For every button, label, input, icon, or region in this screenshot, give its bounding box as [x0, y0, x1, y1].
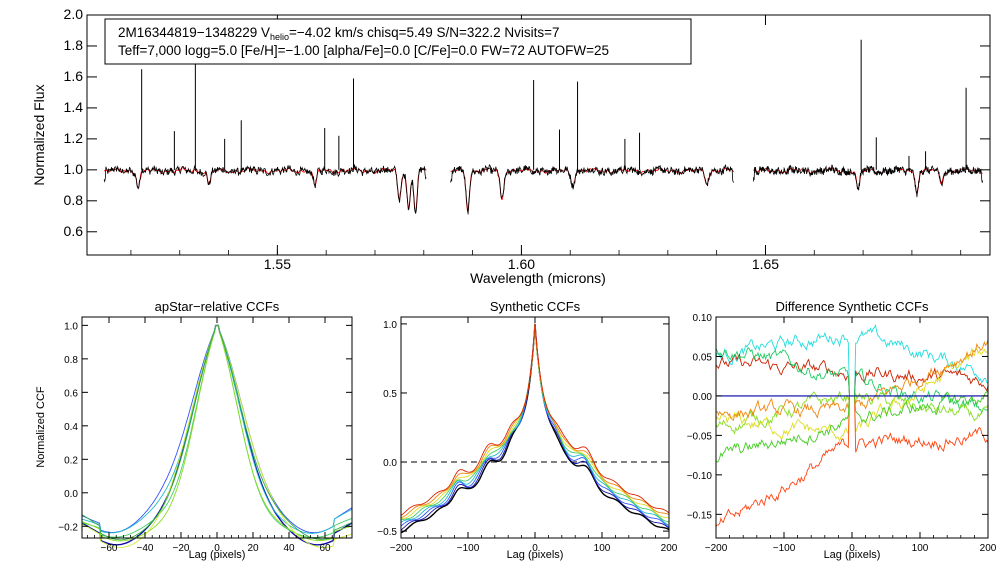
y-tick-label: 0.5	[383, 389, 397, 400]
x-tick-label: 1.65	[752, 256, 779, 272]
apstar-ccf-title: apStar−relative CCFs	[155, 299, 280, 314]
y-tick-label: 1.0	[64, 161, 84, 177]
x-tick-label: −20	[173, 543, 190, 554]
synthetic-ccf-title: Synthetic CCFs	[490, 299, 581, 314]
synthetic-ccf-line	[400, 323, 670, 526]
apstar-ccf-line	[81, 324, 353, 548]
y-tick-label: 2.0	[64, 6, 84, 22]
spectrum-axes-frame	[86, 14, 991, 256]
y-tick-label: −0.5	[377, 527, 397, 538]
apstar-ccf-axes-frame	[81, 316, 353, 539]
y-tick-label: 1.0	[64, 321, 78, 332]
apstar-ccf-ticks: −60 −40 −20 0 20 40 60 −0.2 0.0 0.2 0.4 0.6 0.8 1.0	[58, 317, 352, 554]
apstar-ccf-panel: apStar−relative CCFs −60 −40 −20 0 20 40 60 −0.…	[35, 299, 353, 561]
apstar-ccf-line	[81, 324, 353, 546]
y-tick-label: 1.0	[383, 320, 397, 331]
synthetic-ccf-ticks: −200 −100 0 100 200 −0.5 0.0 0.5 1.0	[377, 317, 678, 554]
y-tick-label: 1.8	[64, 37, 84, 53]
synthetic-ccf-panel: Synthetic CCFs −200 −100 0 100 200 −0.5 0.0 0.5…	[377, 299, 678, 561]
difference-ccf-panel: Difference Synthetic CCFs −200 −100 0 100 20…	[687, 299, 997, 561]
apstar-ccf-line	[81, 324, 353, 542]
spectrum-ticks: 1.55 1.60 1.65 0.6 0.8 1.0 1.2 1.4 1.6 1.8 2.0	[64, 6, 990, 272]
x-tick-label: 0	[849, 543, 855, 554]
y-tick-label: 0.4	[64, 422, 78, 433]
x-tick-label: −100	[773, 543, 796, 554]
x-tick-label: 0	[214, 543, 220, 554]
y-tick-label: 0.8	[64, 355, 78, 366]
y-tick-label: −0.15	[687, 510, 713, 521]
x-tick-label: 200	[980, 543, 997, 554]
observed-spectrum-line	[450, 164, 735, 215]
x-tick-label: 0	[532, 543, 538, 554]
y-tick-label: 0.6	[64, 223, 84, 239]
synthetic-ccf-x-label: Lag (pixels)	[507, 549, 564, 561]
y-tick-label: 0.8	[64, 192, 84, 208]
difference-ccf-title: Difference Synthetic CCFs	[776, 299, 929, 314]
y-tick-label: 0.2	[64, 455, 78, 466]
x-tick-label: −60	[101, 543, 118, 554]
x-tick-label: 1.55	[264, 256, 291, 272]
y-tick-label: −0.2	[58, 522, 78, 533]
model-spectrum-line	[103, 167, 427, 214]
x-tick-label: 200	[661, 543, 678, 554]
synthetic-ccf-line	[400, 323, 670, 531]
apstar-ccf-line	[81, 324, 353, 541]
apstar-ccf-plot-data	[81, 324, 353, 548]
y-tick-label: −0.10	[687, 471, 713, 482]
apstar-ccf-line	[81, 324, 353, 534]
model-spectrum-line	[450, 167, 735, 212]
synthetic-ccf-line	[400, 323, 670, 520]
difference-ccf-x-label: Lag (pixels)	[824, 549, 881, 561]
synthetic-ccf-line	[400, 323, 670, 516]
difference-ccf-line	[715, 391, 989, 435]
y-tick-label: −0.05	[687, 431, 713, 442]
spectrum-panel: 1.55 1.60 1.65 0.6 0.8 1.0 1.2 1.4 1.6 1.8 2.0 2M1…	[31, 6, 991, 286]
apstar-ccf-x-label: Lag (pixels)	[189, 549, 246, 561]
y-tick-label: 0.0	[383, 458, 397, 469]
difference-ccf-ticks: −200 −100 0 100 200 −0.15 −0.10 −0.05 0.00 0.05 0.…	[687, 313, 997, 554]
x-tick-label: 20	[247, 543, 259, 554]
synthetic-ccf-line	[400, 323, 670, 534]
difference-ccf-plot-data	[715, 324, 989, 527]
y-tick-label: 0.05	[693, 352, 713, 363]
spectrum-info-line-2: Teff=7,000 logg=5.0 [Fe/H]=−1.00 [alpha/…	[118, 43, 609, 58]
y-tick-label: 1.4	[64, 99, 84, 115]
difference-ccf-line	[715, 339, 989, 422]
spectrum-info-line-1: 2M16344819−1348229 Vhelio=−4.02 km/s chi…	[118, 25, 560, 42]
spectrum-y-label: Normalized Flux	[31, 84, 47, 185]
y-tick-label: 1.6	[64, 68, 84, 84]
synthetic-ccf-line	[400, 323, 670, 519]
x-tick-label: 1.60	[508, 256, 535, 272]
y-tick-label: 0.00	[693, 392, 713, 403]
x-tick-label: −200	[705, 543, 728, 554]
observed-spectrum-line	[103, 163, 427, 215]
apstar-ccf-y-label: Normalized CCF	[35, 386, 47, 468]
synthetic-ccf-plot-data	[400, 323, 670, 534]
x-tick-label: −40	[137, 543, 154, 554]
x-tick-label: 60	[319, 543, 331, 554]
x-tick-label: −100	[457, 543, 480, 554]
difference-ccf-axes-frame	[715, 316, 989, 539]
x-tick-label: 100	[912, 543, 929, 554]
x-tick-label: −200	[390, 543, 413, 554]
apstar-ccf-line	[81, 324, 353, 534]
x-tick-label: 40	[283, 543, 295, 554]
apstar-ccf-line	[81, 324, 353, 538]
y-tick-label: 1.2	[64, 130, 84, 146]
spectrum-x-label: Wavelength (microns)	[470, 270, 606, 286]
y-tick-label: 0.0	[64, 489, 78, 500]
y-tick-label: 0.10	[693, 313, 713, 324]
observed-spectrum-line	[752, 164, 984, 198]
spectrum-info-box	[104, 18, 692, 65]
y-tick-label: 0.6	[64, 388, 78, 399]
x-tick-label: 100	[594, 543, 611, 554]
spectrum-plot-data	[103, 39, 984, 215]
